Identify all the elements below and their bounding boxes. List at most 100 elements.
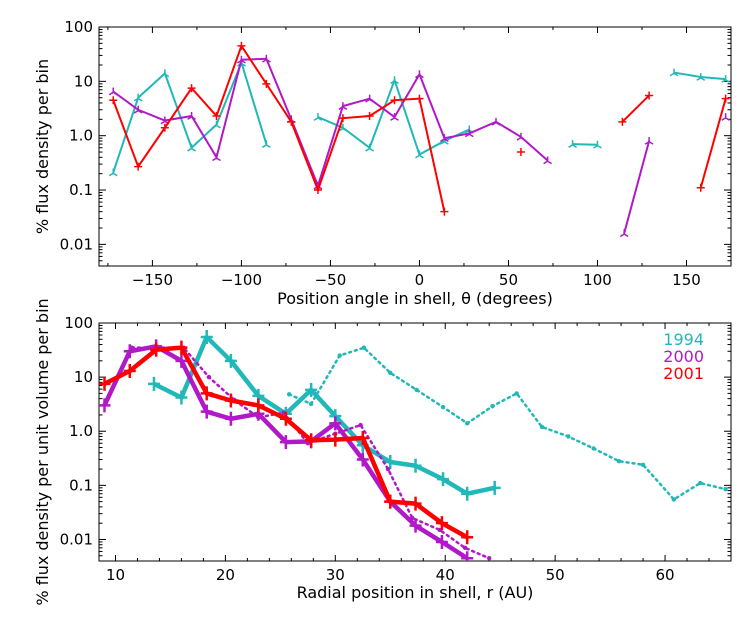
series-1994-dotted-point bbox=[414, 387, 419, 393]
series-2001-point bbox=[212, 112, 221, 121]
series-2001-line bbox=[112, 43, 446, 212]
series-2001-point bbox=[262, 79, 271, 88]
series-2001-point bbox=[109, 96, 118, 105]
series-2001-point bbox=[516, 148, 525, 157]
series-2000-point bbox=[491, 117, 501, 126]
series-2000-point bbox=[439, 134, 449, 143]
series-1994-dotted-point bbox=[514, 391, 519, 396]
series-2000-point bbox=[329, 416, 342, 431]
series-2001-point bbox=[329, 432, 342, 447]
series-2000-point bbox=[99, 398, 111, 413]
series-1994-point bbox=[593, 140, 602, 149]
series-1994-point bbox=[488, 480, 501, 495]
series-1994-dotted-point bbox=[337, 353, 342, 358]
x-tick-label: 0 bbox=[415, 271, 425, 289]
series-2001-line bbox=[621, 94, 650, 123]
series-2000-point bbox=[200, 404, 213, 419]
series-2001-point bbox=[237, 41, 246, 50]
y-tick-label: 0.01 bbox=[60, 235, 93, 253]
series-2000-point bbox=[390, 113, 399, 121]
series-2000-point bbox=[356, 452, 369, 467]
top-panel-angle-plot: −150 −100 −50 0 50 100 150 0.01 0.1 1.0 10 100 bbox=[60, 18, 732, 289]
series-2001-point bbox=[287, 117, 296, 126]
series-2000-point bbox=[187, 112, 196, 120]
y-tick-label: 1.0 bbox=[69, 422, 93, 440]
top-y-axis-label: % flux density per bin bbox=[33, 59, 52, 234]
series-1994-point bbox=[147, 376, 160, 391]
series-1994-dotted-line bbox=[287, 346, 727, 502]
series-1994-point bbox=[313, 113, 323, 121]
series-1994-point bbox=[108, 168, 118, 177]
series-2001-point bbox=[252, 398, 265, 413]
series-2001-point bbox=[224, 393, 237, 408]
y-tick-label: 100 bbox=[64, 314, 93, 332]
top-x-axis-label: Position angle in shell, θ (degrees) bbox=[277, 289, 553, 308]
series-1994-dotted-point bbox=[465, 421, 470, 426]
series-1994-point bbox=[409, 458, 422, 473]
series-1994-point bbox=[224, 353, 237, 368]
series-2000-point bbox=[237, 55, 246, 64]
series-2000-dotted-point bbox=[206, 374, 212, 380]
series-2001-point bbox=[645, 91, 654, 100]
bottom-panel-radial-plot: 10 20 30 40 50 60 0.01 0.1 1.0 10 100 bbox=[60, 314, 732, 584]
x-tick-label: 30 bbox=[326, 566, 345, 584]
series-2000-point bbox=[338, 102, 348, 110]
series-1994-dotted-point bbox=[723, 486, 728, 492]
legend: 1994 2000 2001 bbox=[663, 330, 704, 383]
series-2001-point bbox=[415, 94, 424, 103]
series-2000-point bbox=[415, 70, 424, 79]
series-1994-point bbox=[461, 486, 474, 501]
legend-entry-2001: 2001 bbox=[663, 364, 704, 383]
series-2001-point bbox=[461, 530, 474, 545]
series-1994-dotted-point bbox=[640, 462, 646, 467]
series-1994-dotted-point bbox=[388, 370, 393, 376]
series-2001-point bbox=[175, 340, 188, 355]
series-2000-point bbox=[212, 153, 221, 162]
series-1994-line bbox=[152, 334, 496, 496]
series-2000-point bbox=[409, 518, 422, 533]
series-2000-dotted-point bbox=[358, 422, 363, 428]
series-2000-point bbox=[721, 113, 731, 121]
bottom-x-axis-label: Radial position in shell, r (AU) bbox=[297, 583, 534, 602]
series-2000-point bbox=[261, 54, 271, 63]
series-2001-point bbox=[409, 496, 422, 511]
series-2001-point bbox=[440, 207, 449, 216]
series-1994-point bbox=[384, 455, 397, 470]
series-1994-point bbox=[200, 330, 213, 345]
series-2000-point bbox=[461, 551, 474, 561]
series-1994-point bbox=[415, 150, 424, 159]
series-1994-line bbox=[572, 143, 598, 146]
x-tick-label: 150 bbox=[672, 271, 701, 289]
y-tick-label: 0.01 bbox=[60, 530, 93, 548]
series-2000-line bbox=[623, 140, 651, 234]
series-1994-dotted-point bbox=[616, 458, 622, 464]
series-2000-point bbox=[224, 411, 237, 426]
series-2000-point bbox=[464, 129, 474, 138]
y-tick-label: 10 bbox=[74, 368, 93, 386]
series-2001-point bbox=[187, 84, 196, 93]
x-tick-label: 40 bbox=[436, 566, 455, 584]
series-1994-point bbox=[175, 390, 188, 405]
series-1994-dotted-point bbox=[591, 446, 596, 451]
series-2000-dotted-line bbox=[130, 346, 491, 560]
x-tick-label: 60 bbox=[656, 566, 675, 584]
series-2001-point bbox=[99, 376, 111, 391]
series-2000-point bbox=[365, 94, 374, 103]
series-1994-dotted-point bbox=[361, 345, 367, 350]
y-tick-label: 100 bbox=[64, 18, 93, 36]
plot-frame bbox=[98, 322, 732, 562]
series-2000-dotted-point bbox=[486, 556, 492, 561]
series-2000-point bbox=[123, 344, 136, 359]
series-2001-point bbox=[618, 117, 627, 126]
series-1994-dotted-point bbox=[308, 401, 314, 407]
series-2001-point bbox=[305, 433, 318, 448]
series-2000-point bbox=[516, 132, 526, 141]
series-1994-dotted-point bbox=[671, 497, 677, 502]
series-2000-point bbox=[543, 156, 553, 165]
series-2001-line bbox=[699, 98, 727, 189]
series-1994-point bbox=[696, 73, 706, 81]
x-tick-label: 50 bbox=[499, 271, 518, 289]
y-tick-label: 10 bbox=[74, 72, 93, 90]
series-2000-dotted-point bbox=[462, 545, 468, 551]
series-2000-point bbox=[279, 435, 292, 450]
